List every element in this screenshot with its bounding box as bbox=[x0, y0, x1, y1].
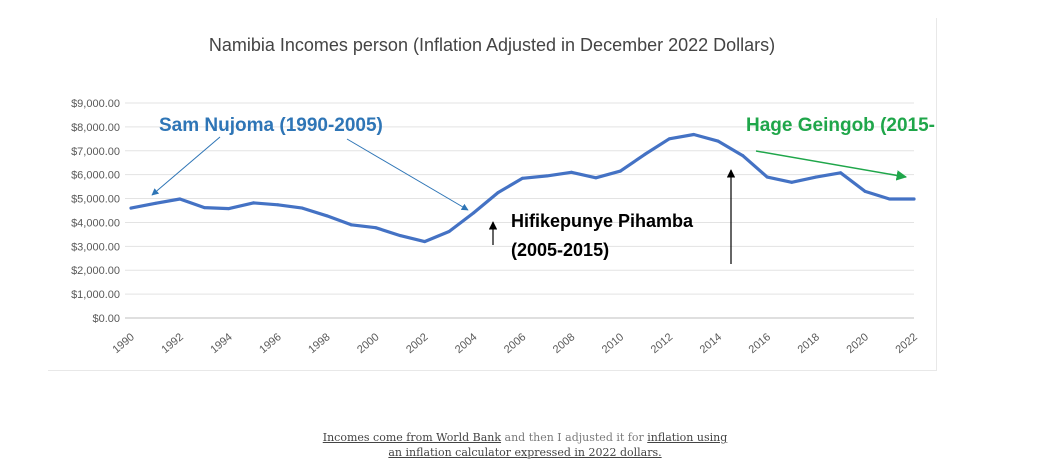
x-tick-label: 1998 bbox=[306, 331, 332, 356]
data-point bbox=[202, 206, 206, 210]
data-point bbox=[888, 197, 892, 201]
data-point bbox=[325, 214, 329, 218]
annotation-arrow-nujoma-right bbox=[346, 138, 469, 211]
x-tick-label: 2020 bbox=[845, 331, 871, 356]
annotation-geingob: Hage Geingob (2015-Present) bbox=[746, 115, 936, 136]
data-point bbox=[594, 176, 598, 180]
y-tick-label: $4,000.00 bbox=[71, 217, 120, 229]
annotation-pihamba-name: Hifikepunye Pihamba bbox=[511, 211, 694, 231]
data-point bbox=[765, 175, 769, 179]
y-tick-label: $7,000.00 bbox=[71, 146, 120, 158]
data-point bbox=[569, 170, 573, 174]
x-tick-label: 2000 bbox=[355, 331, 381, 356]
data-point bbox=[643, 152, 647, 156]
x-tick-label: 2010 bbox=[600, 331, 626, 356]
data-point bbox=[153, 201, 157, 205]
x-tick-label: 2018 bbox=[796, 331, 822, 356]
data-point bbox=[912, 197, 916, 201]
data-point bbox=[178, 197, 182, 201]
data-point bbox=[300, 206, 304, 210]
y-tick-label: $0.00 bbox=[92, 313, 120, 325]
y-tick-label: $3,000.00 bbox=[71, 241, 120, 253]
data-point bbox=[667, 137, 671, 141]
x-tick-label: 1996 bbox=[257, 331, 283, 356]
income-line-chart: Namibia Incomes person (Inflation Adjust… bbox=[71, 35, 936, 356]
y-tick-label: $1,000.00 bbox=[71, 289, 120, 301]
data-point bbox=[692, 133, 696, 137]
y-tick-label: $9,000.00 bbox=[71, 98, 120, 110]
data-point bbox=[423, 240, 427, 244]
figure-caption: Incomes come from World Bank and then I … bbox=[0, 430, 1040, 460]
data-point bbox=[129, 206, 133, 210]
data-point bbox=[545, 174, 549, 178]
x-tick-label: 1990 bbox=[110, 331, 136, 356]
x-tick-label: 2006 bbox=[502, 331, 528, 356]
data-point bbox=[741, 154, 745, 158]
y-tick-label: $8,000.00 bbox=[71, 122, 120, 134]
data-point bbox=[521, 176, 524, 180]
gridlines bbox=[125, 102, 914, 319]
caption-text: and then I adjusted it for bbox=[501, 431, 648, 444]
annotation-nujoma: Sam Nujoma (1990-2005) bbox=[159, 115, 383, 136]
x-tick-label: 2004 bbox=[453, 331, 479, 356]
data-point bbox=[472, 211, 476, 215]
y-tick-label: $2,000.00 bbox=[71, 265, 120, 277]
data-point bbox=[716, 139, 720, 143]
data-point bbox=[227, 207, 231, 211]
annotation-pihamba-years: (2005-2015) bbox=[511, 240, 609, 260]
data-point bbox=[839, 171, 843, 175]
x-tick-label: 1994 bbox=[208, 331, 234, 356]
data-point bbox=[374, 226, 378, 230]
x-tick-label: 2016 bbox=[747, 331, 773, 356]
inflation-link-part1[interactable]: inflation using bbox=[647, 431, 728, 444]
data-point bbox=[398, 234, 402, 238]
y-axis-ticks: $0.00 $1,000.00 $2,000.00 $3,000.00 $4,000.0… bbox=[71, 98, 120, 325]
y-tick-label: $6,000.00 bbox=[71, 170, 120, 182]
annotation-arrow-nujoma-left bbox=[151, 136, 221, 196]
data-point bbox=[447, 230, 451, 234]
x-axis-ticks: 1990 1992 1994 1996 1998 2000 2002 2004 2006 2008… bbox=[110, 331, 919, 356]
x-tick-label: 1992 bbox=[159, 331, 185, 356]
x-tick-label: 2012 bbox=[649, 331, 675, 356]
data-point bbox=[276, 203, 280, 207]
data-point bbox=[251, 201, 255, 205]
data-point bbox=[814, 175, 818, 179]
x-tick-label: 2022 bbox=[893, 331, 919, 356]
inflation-link-part2[interactable]: an inflation calculator expressed in 202… bbox=[388, 446, 662, 459]
data-point bbox=[863, 189, 867, 193]
chart-title: Namibia Incomes person (Inflation Adjust… bbox=[209, 35, 775, 55]
world-bank-link[interactable]: Incomes come from World Bank bbox=[322, 431, 502, 444]
data-point bbox=[618, 169, 622, 173]
y-tick-label: $5,000.00 bbox=[71, 194, 120, 206]
x-tick-label: 2008 bbox=[551, 331, 577, 356]
data-point bbox=[496, 191, 500, 195]
x-tick-label: 2002 bbox=[404, 331, 430, 356]
data-point bbox=[349, 223, 353, 227]
data-point bbox=[790, 180, 794, 184]
annotation-arrow-geingob bbox=[755, 150, 908, 181]
x-tick-label: 2014 bbox=[698, 331, 724, 356]
chart-frame: Namibia Incomes person (Inflation Adjust… bbox=[48, 18, 937, 371]
series-layer bbox=[129, 132, 916, 244]
